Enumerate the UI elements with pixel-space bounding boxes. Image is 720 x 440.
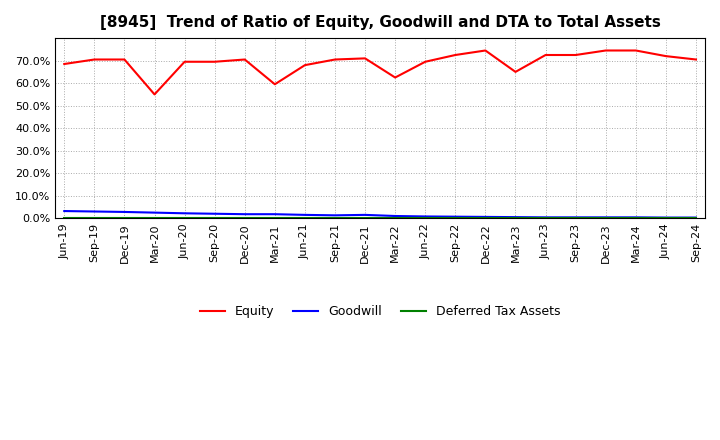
- Deferred Tax Assets: [451, 215, 459, 220]
- Deferred Tax Assets: [481, 215, 490, 220]
- Equity: [120, 57, 129, 62]
- Equity: [240, 57, 249, 62]
- Goodwill: [361, 212, 369, 217]
- Goodwill: [60, 209, 68, 214]
- Deferred Tax Assets: [361, 215, 369, 220]
- Equity: [572, 52, 580, 58]
- Deferred Tax Assets: [240, 215, 249, 220]
- Goodwill: [300, 212, 309, 217]
- Equity: [300, 62, 309, 68]
- Goodwill: [120, 209, 129, 215]
- Equity: [481, 48, 490, 53]
- Deferred Tax Assets: [210, 215, 219, 220]
- Equity: [180, 59, 189, 64]
- Equity: [90, 57, 99, 62]
- Goodwill: [541, 215, 550, 220]
- Equity: [271, 82, 279, 87]
- Goodwill: [391, 213, 400, 219]
- Deferred Tax Assets: [631, 215, 640, 220]
- Deferred Tax Assets: [180, 215, 189, 220]
- Equity: [60, 61, 68, 66]
- Deferred Tax Assets: [572, 215, 580, 220]
- Goodwill: [271, 212, 279, 217]
- Goodwill: [150, 210, 159, 215]
- Goodwill: [511, 214, 520, 220]
- Title: [8945]  Trend of Ratio of Equity, Goodwill and DTA to Total Assets: [8945] Trend of Ratio of Equity, Goodwil…: [99, 15, 660, 30]
- Equity: [631, 48, 640, 53]
- Goodwill: [180, 211, 189, 216]
- Equity: [421, 59, 430, 64]
- Deferred Tax Assets: [150, 215, 159, 220]
- Equity: [210, 59, 219, 64]
- Deferred Tax Assets: [60, 215, 68, 220]
- Equity: [662, 54, 670, 59]
- Goodwill: [662, 215, 670, 220]
- Goodwill: [601, 215, 610, 220]
- Goodwill: [451, 214, 459, 219]
- Line: Equity: Equity: [64, 51, 696, 95]
- Deferred Tax Assets: [692, 215, 701, 220]
- Deferred Tax Assets: [300, 215, 309, 220]
- Goodwill: [572, 215, 580, 220]
- Deferred Tax Assets: [662, 215, 670, 220]
- Equity: [330, 57, 339, 62]
- Legend: Equity, Goodwill, Deferred Tax Assets: Equity, Goodwill, Deferred Tax Assets: [195, 300, 565, 323]
- Goodwill: [90, 209, 99, 214]
- Deferred Tax Assets: [541, 215, 550, 220]
- Goodwill: [692, 215, 701, 220]
- Deferred Tax Assets: [330, 215, 339, 220]
- Goodwill: [210, 211, 219, 216]
- Goodwill: [240, 212, 249, 217]
- Goodwill: [421, 214, 430, 219]
- Goodwill: [330, 213, 339, 218]
- Deferred Tax Assets: [90, 215, 99, 220]
- Equity: [150, 92, 159, 97]
- Goodwill: [481, 214, 490, 220]
- Deferred Tax Assets: [391, 215, 400, 220]
- Deferred Tax Assets: [271, 215, 279, 220]
- Deferred Tax Assets: [511, 215, 520, 220]
- Equity: [361, 56, 369, 61]
- Deferred Tax Assets: [120, 215, 129, 220]
- Equity: [541, 52, 550, 58]
- Equity: [451, 52, 459, 58]
- Goodwill: [631, 215, 640, 220]
- Deferred Tax Assets: [601, 215, 610, 220]
- Equity: [391, 75, 400, 80]
- Equity: [511, 69, 520, 74]
- Equity: [601, 48, 610, 53]
- Equity: [692, 57, 701, 62]
- Deferred Tax Assets: [421, 215, 430, 220]
- Line: Goodwill: Goodwill: [64, 211, 696, 217]
